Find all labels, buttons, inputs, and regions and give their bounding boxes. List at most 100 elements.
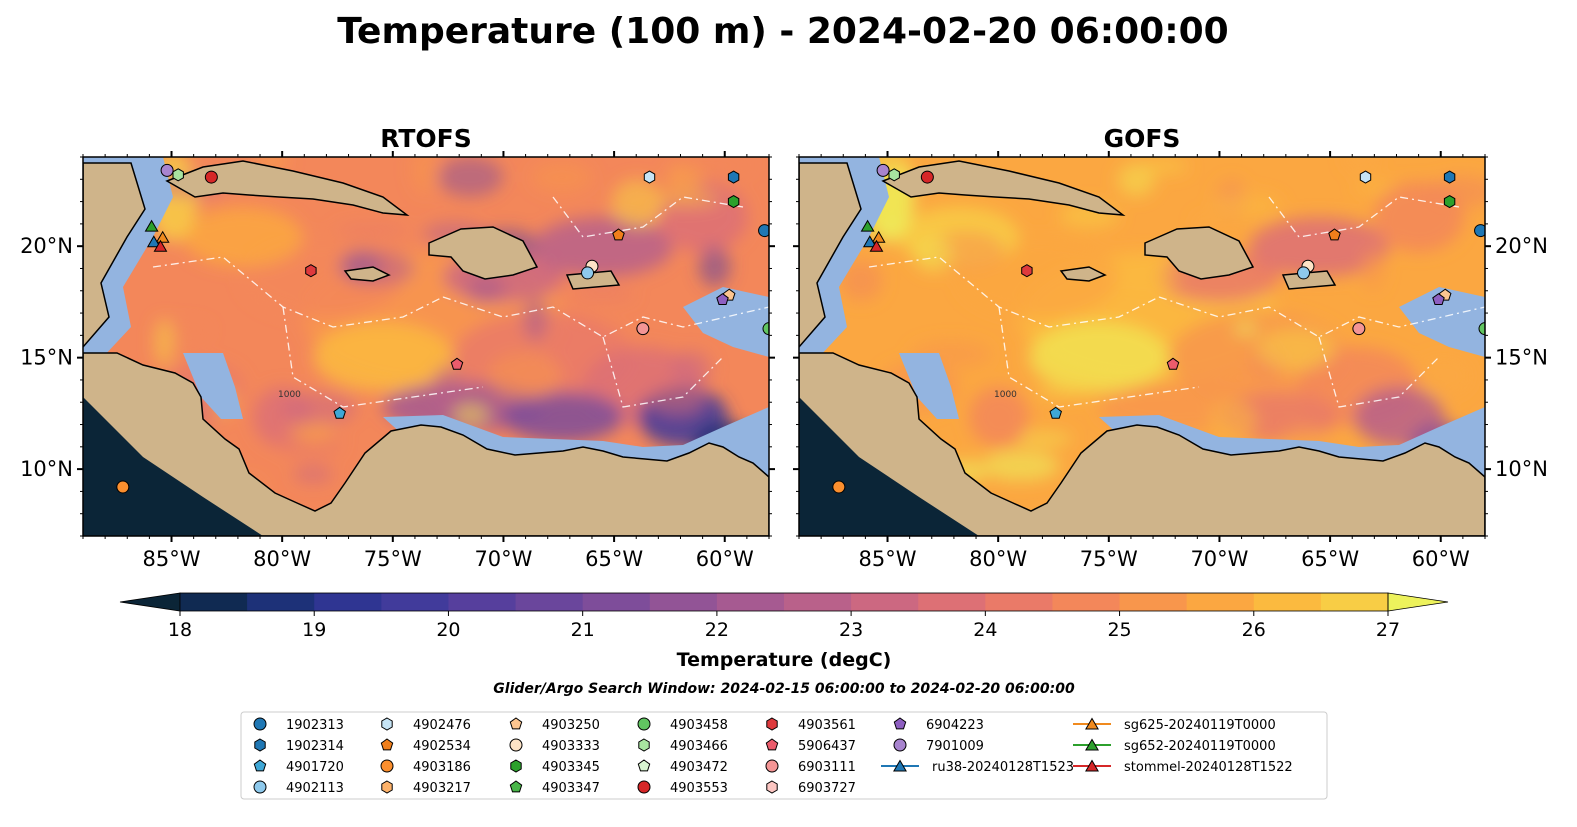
gofs-map: 1000 bbox=[799, 157, 1485, 536]
panel-title-rtofs: RTOFS bbox=[380, 124, 472, 153]
legend-marker bbox=[638, 738, 650, 752]
float-4902476 bbox=[643, 170, 656, 184]
float-1902314 bbox=[1443, 170, 1456, 184]
colorbar-tick-label: 26 bbox=[1242, 619, 1266, 641]
legend-marker bbox=[637, 717, 651, 731]
float-4903466 bbox=[172, 168, 184, 182]
colorbar-segment bbox=[1320, 593, 1389, 611]
colorbar-segment bbox=[448, 593, 517, 611]
float-4903458 bbox=[762, 322, 769, 336]
colorbar-segment bbox=[1186, 593, 1255, 611]
temp-field-patch bbox=[969, 387, 1029, 447]
float-4902113 bbox=[581, 266, 595, 280]
float-4903553 bbox=[920, 170, 934, 184]
float-4903561 bbox=[305, 264, 317, 278]
float-1902313 bbox=[1474, 224, 1485, 238]
temp-field-patch bbox=[533, 217, 673, 277]
float-4903466 bbox=[888, 168, 900, 182]
legend-marker bbox=[380, 759, 394, 773]
glider-sg625 bbox=[155, 230, 170, 243]
colorbar-tick-label: 19 bbox=[302, 619, 326, 641]
legend-marker bbox=[1085, 738, 1099, 751]
temp-field-patch bbox=[313, 322, 453, 392]
map-border bbox=[798, 156, 1486, 537]
legend-marker bbox=[765, 759, 779, 773]
y-tick-label: 15°N bbox=[1495, 346, 1548, 370]
colorbar-segment bbox=[515, 593, 584, 611]
panel-title-gofs: GOFS bbox=[1104, 124, 1181, 153]
x-tick-label: 65°W bbox=[1301, 547, 1359, 571]
float-4903553 bbox=[204, 170, 218, 184]
legend-marker bbox=[253, 717, 267, 731]
legend-entry-label: 4902476 bbox=[413, 718, 471, 733]
legend-entry-label: 4903472 bbox=[670, 760, 728, 775]
x-tick-label: 80°W bbox=[969, 547, 1027, 571]
legend-marker bbox=[637, 780, 651, 794]
rtofs-map: 1000 bbox=[83, 157, 769, 536]
legend-marker bbox=[510, 759, 522, 773]
legend-entry-label: 6903111 bbox=[798, 760, 856, 775]
x-tick-label: 85°W bbox=[859, 547, 917, 571]
legend-entry-label: 4903561 bbox=[798, 718, 856, 733]
legend-marker bbox=[381, 717, 393, 731]
glider-stommel bbox=[153, 239, 168, 252]
colorbar-tick-label: 20 bbox=[436, 619, 460, 641]
legend: 1902313 1902314 4901720 4902113 4902476 49025… bbox=[240, 711, 1328, 800]
float-6904223 bbox=[716, 293, 729, 305]
float-4901720 bbox=[1049, 406, 1062, 419]
legend-entry-label: 4903250 bbox=[542, 718, 600, 733]
temp-field-patch bbox=[183, 207, 303, 267]
colorbar-segment bbox=[180, 593, 248, 611]
colorbar-tick-label: 22 bbox=[705, 619, 729, 641]
float-6904223 bbox=[1432, 293, 1445, 305]
float-1902313 bbox=[758, 224, 769, 238]
pacific-cold-water bbox=[83, 397, 263, 536]
legend-entry-label: 6904223 bbox=[926, 718, 984, 733]
legend-marker bbox=[637, 759, 651, 772]
legend-marker bbox=[765, 738, 779, 751]
legend-entry-label: stommel-20240128T1522 bbox=[1124, 760, 1293, 775]
y-tick-label: 20°N bbox=[1495, 234, 1548, 258]
colorbar-tick-label: 27 bbox=[1376, 619, 1400, 641]
x-tick-label: 75°W bbox=[364, 547, 422, 571]
float-7901009 bbox=[160, 163, 174, 177]
x-tick-label: 80°W bbox=[253, 547, 311, 571]
legend-entry-label: 6903727 bbox=[798, 781, 856, 796]
colorbar-segment bbox=[582, 593, 651, 611]
colorbar-tick-label: 21 bbox=[571, 619, 595, 641]
eez-boundary bbox=[1318, 336, 1440, 408]
colorbar-segment bbox=[716, 593, 785, 611]
x-tick-label: 65°W bbox=[585, 547, 643, 571]
eez-boundary bbox=[1268, 196, 1460, 238]
colorbar-segment bbox=[1119, 593, 1188, 611]
eez-boundary bbox=[552, 196, 744, 238]
colorbar-segment bbox=[918, 593, 986, 611]
colorbar-segment bbox=[649, 593, 718, 611]
colorbar-segment bbox=[1253, 593, 1322, 611]
glider-sg625 bbox=[871, 230, 886, 243]
legend-marker bbox=[766, 780, 778, 794]
float-6903111 bbox=[636, 322, 650, 336]
temp-field-patch bbox=[1029, 322, 1169, 392]
float-4902476 bbox=[1359, 170, 1372, 184]
legend-entry-label: 4903347 bbox=[542, 781, 600, 796]
eez-boundary bbox=[998, 306, 1200, 408]
legend-entry-label: 1902313 bbox=[286, 718, 344, 733]
eez-boundary bbox=[442, 296, 769, 338]
legend-entry-label: 4903458 bbox=[670, 718, 728, 733]
eez-boundary bbox=[868, 256, 1160, 328]
legend-marker bbox=[1085, 759, 1099, 772]
float-5906437 bbox=[1166, 357, 1180, 370]
float-4902113 bbox=[1297, 266, 1311, 280]
legend-entry-label: 4902534 bbox=[413, 739, 471, 754]
eez-boundary bbox=[282, 306, 484, 408]
legend-entry-label: sg625-20240119T0000 bbox=[1124, 718, 1276, 733]
colorbar-segment bbox=[784, 593, 852, 611]
legend-marker bbox=[893, 717, 907, 730]
eez-boundary bbox=[602, 336, 724, 408]
y-tick-label: 10°N bbox=[1495, 457, 1548, 481]
colorbar-segment bbox=[314, 593, 382, 611]
x-tick-label: 60°W bbox=[696, 547, 754, 571]
x-tick-label: 75°W bbox=[1080, 547, 1138, 571]
eez-boundary bbox=[152, 256, 444, 328]
